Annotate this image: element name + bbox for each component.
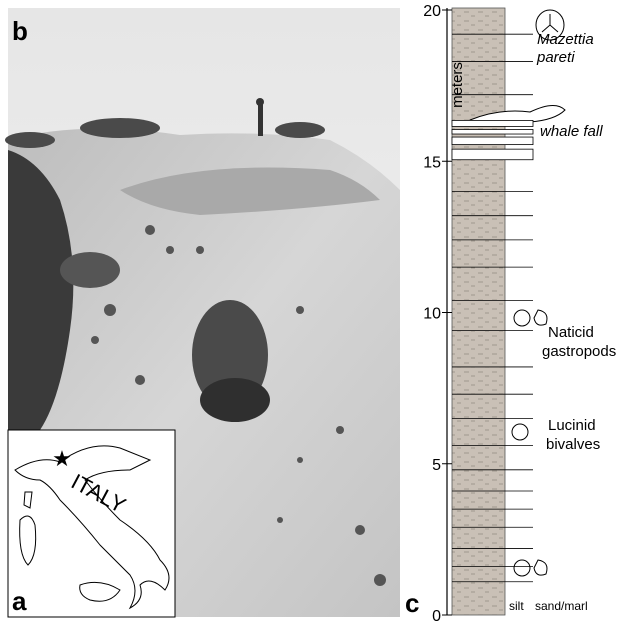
legend-label: silt (509, 599, 524, 613)
tick-label: 5 (432, 457, 441, 474)
strat-column: meters Mazettia pareti whale fall Natici… (405, 3, 616, 625)
annotation: Lucinid (548, 417, 596, 434)
panel-label: a (12, 586, 27, 616)
sand-bed (451, 120, 534, 127)
annotation: bivalves (546, 436, 600, 453)
annotation: whale fall (540, 123, 603, 140)
star: ★ (52, 446, 72, 471)
urchin-icon (535, 9, 565, 41)
tick-label: 20 (423, 3, 441, 20)
shell-icons (511, 309, 548, 577)
annotation: Mazettia (537, 31, 594, 48)
annotation: pareti (536, 49, 575, 66)
tick-label: 15 (423, 154, 441, 171)
map: ★ ITALY a (7, 429, 176, 618)
sand-bed (451, 148, 534, 161)
annotation: Naticid (548, 324, 594, 341)
sand-bed (451, 136, 534, 146)
sand-bed (451, 129, 534, 135)
tick-label: 10 (423, 306, 441, 323)
panel-label: c (405, 588, 419, 618)
panel-label: b (12, 16, 28, 46)
legend-label: sand/marl (535, 599, 588, 613)
tick-label: 0 (432, 608, 441, 622)
axis-label: meters (449, 62, 466, 108)
annotation: gastropods (542, 343, 616, 360)
